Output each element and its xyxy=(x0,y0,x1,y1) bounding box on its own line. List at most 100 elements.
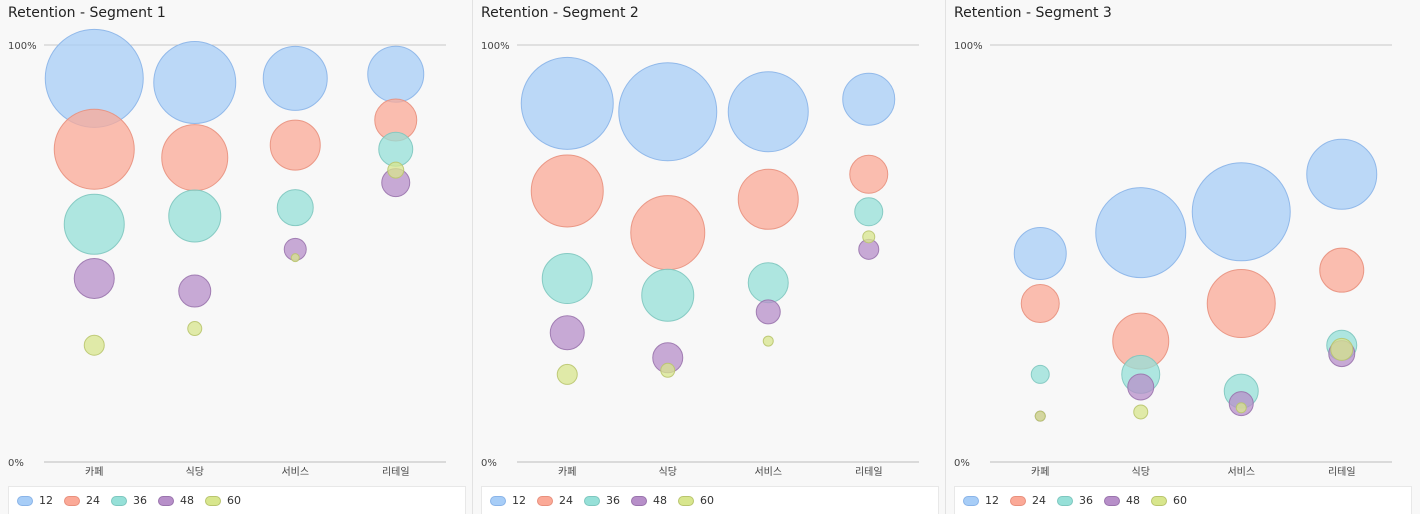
bubble-point xyxy=(1020,284,1060,324)
x-tick-label: 카페 xyxy=(85,466,103,478)
x-tick-label: 카페 xyxy=(1031,466,1049,478)
bubble-point xyxy=(549,315,585,351)
bubble-point xyxy=(290,253,300,263)
legend-label: 48 xyxy=(180,494,194,507)
legend-item[interactable]: 12 xyxy=(17,494,53,507)
bubble-point xyxy=(842,72,896,126)
legend-item[interactable]: 60 xyxy=(1151,494,1187,507)
bubble-point xyxy=(187,321,203,337)
bubble-point xyxy=(1013,227,1067,280)
y-tick-label: 100% xyxy=(481,41,510,52)
chart-panel-segment-1: Retention - Segment 1 100% 0% 카페 식당 서비스 리테일 1… xyxy=(0,0,473,514)
bubble-point xyxy=(73,258,115,300)
legend-item[interactable]: 12 xyxy=(490,494,526,507)
legend-label: 12 xyxy=(512,494,526,507)
bubble-point xyxy=(641,268,695,322)
legend-item[interactable]: 48 xyxy=(631,494,667,507)
bubble-point xyxy=(1319,247,1365,293)
bubble-point xyxy=(618,62,718,162)
chart-legend: 12 24 36 48 60 xyxy=(954,486,1412,514)
y-tick-label: 100% xyxy=(8,41,37,52)
legend-item[interactable]: 24 xyxy=(64,494,100,507)
bubble-point xyxy=(153,41,237,125)
x-tick-label: 식당 xyxy=(186,466,204,478)
legend-swatch xyxy=(678,495,694,506)
legend-label: 48 xyxy=(1126,494,1140,507)
bubble-chart: 100% 0% 카페 식당 서비스 리테일 xyxy=(481,41,919,478)
bubble-point xyxy=(1133,404,1149,420)
bubble-chart: 100% 0% 카페 식당 서비스 리테일 xyxy=(954,41,1392,478)
legend-swatch xyxy=(205,495,221,506)
legend-swatch xyxy=(1010,495,1026,506)
chart-legend: 12 24 36 48 60 xyxy=(8,486,466,514)
legend-label: 36 xyxy=(606,494,620,507)
x-tick-label: 리테일 xyxy=(382,466,410,478)
chart-title: Retention - Segment 2 xyxy=(481,5,639,21)
legend-swatch xyxy=(64,495,80,506)
x-tick-label: 식당 xyxy=(659,466,677,478)
bubble-point xyxy=(1191,162,1291,262)
bubble-point xyxy=(378,131,414,167)
legend-swatch xyxy=(111,495,127,506)
x-tick-label: 카페 xyxy=(558,466,576,478)
legend-label: 60 xyxy=(227,494,241,507)
bubble-point xyxy=(630,195,706,271)
legend-swatch xyxy=(158,495,174,506)
bubble-point xyxy=(276,189,314,227)
bubble-point xyxy=(387,161,405,179)
legend-swatch xyxy=(1151,495,1167,506)
x-tick-label: 리테일 xyxy=(1328,466,1356,478)
bubble-point xyxy=(755,299,781,325)
bubble-point xyxy=(1330,337,1354,361)
legend-item[interactable]: 36 xyxy=(1057,494,1093,507)
legend-item[interactable]: 36 xyxy=(111,494,147,507)
legend-item[interactable]: 24 xyxy=(537,494,573,507)
legend-item[interactable]: 12 xyxy=(963,494,999,507)
legend-swatch xyxy=(1104,495,1120,506)
legend-swatch xyxy=(490,495,506,506)
legend-label: 60 xyxy=(700,494,714,507)
legend-item[interactable]: 48 xyxy=(158,494,194,507)
bubble-point xyxy=(161,124,229,192)
bubble-point xyxy=(83,334,105,356)
chart-title: Retention - Segment 1 xyxy=(8,5,166,21)
y-tick-label: 0% xyxy=(8,458,24,469)
x-tick-label: 리테일 xyxy=(855,466,883,478)
bubble-point xyxy=(367,45,425,103)
bubble-point xyxy=(854,197,884,227)
legend-item[interactable]: 60 xyxy=(678,494,714,507)
bubble-point xyxy=(541,253,593,305)
legend-item[interactable]: 48 xyxy=(1104,494,1140,507)
bubble-point xyxy=(168,189,222,243)
bubble-point xyxy=(1034,410,1046,422)
chart-panel-segment-3: Retention - Segment 3 100% 0% 카페 식당 서비스 리테일 1… xyxy=(946,0,1420,514)
x-tick-label: 식당 xyxy=(1132,466,1150,478)
legend-item[interactable]: 24 xyxy=(1010,494,1046,507)
bubble-point xyxy=(727,71,809,153)
x-tick-label: 서비스 xyxy=(754,466,782,478)
legend-swatch xyxy=(1057,495,1073,506)
legend-label: 12 xyxy=(39,494,53,507)
legend-label: 24 xyxy=(86,494,100,507)
bubble-point xyxy=(530,154,604,228)
legend-swatch xyxy=(537,495,553,506)
y-tick-label: 0% xyxy=(481,458,497,469)
bubble-point xyxy=(262,45,328,111)
legend-item[interactable]: 36 xyxy=(584,494,620,507)
bubble-point xyxy=(1235,402,1247,414)
legend-label: 12 xyxy=(985,494,999,507)
bubble-point xyxy=(178,274,212,308)
y-tick-label: 0% xyxy=(954,458,970,469)
y-tick-label: 100% xyxy=(954,41,983,52)
legend-item[interactable]: 60 xyxy=(205,494,241,507)
chart-title: Retention - Segment 3 xyxy=(954,5,1112,21)
bubble-point xyxy=(520,56,614,150)
legend-label: 24 xyxy=(559,494,573,507)
x-tick-label: 서비스 xyxy=(281,466,309,478)
bubble-point xyxy=(556,363,578,385)
legend-label: 48 xyxy=(653,494,667,507)
bubble-point xyxy=(737,168,799,230)
bubble-point xyxy=(862,230,876,244)
legend-label: 36 xyxy=(1079,494,1093,507)
